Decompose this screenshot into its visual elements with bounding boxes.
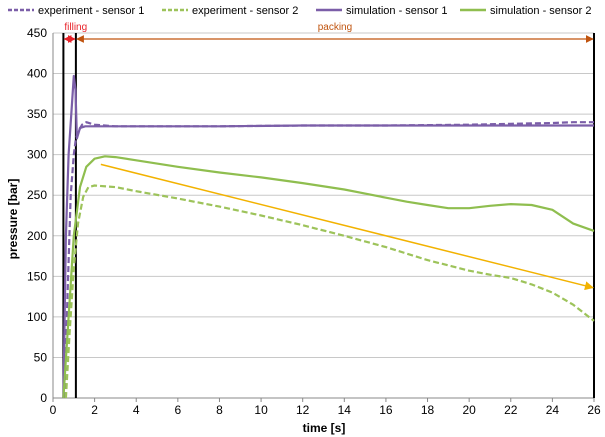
x-tick-label: 2 <box>91 403 98 417</box>
series-group <box>62 74 595 399</box>
x-tick-label: 8 <box>216 403 223 417</box>
y-axis-label: pressure [bar] <box>6 179 20 260</box>
x-tick-label: 0 <box>50 403 57 417</box>
annotations: filling packing <box>62 22 595 398</box>
legend-label: experiment - sensor 2 <box>192 5 298 17</box>
x-tick-label: 10 <box>254 403 268 417</box>
x-tick-label: 18 <box>421 403 435 417</box>
y-tick-label: 350 <box>27 107 47 121</box>
x-tick-label: 12 <box>296 403 310 417</box>
x-tick-label: 20 <box>462 403 476 417</box>
y-tick-label: 450 <box>27 26 47 40</box>
legend: experiment - sensor 1 experiment - sensor… <box>8 5 592 17</box>
x-tick-label: 6 <box>175 403 182 417</box>
legend-label: experiment - sensor 1 <box>38 5 144 17</box>
y-tick-label: 200 <box>27 229 47 243</box>
x-tick-label: 22 <box>504 403 518 417</box>
legend-label: simulation - sensor 1 <box>346 5 448 17</box>
x-tick-label: 14 <box>338 403 352 417</box>
y-tick-label: 250 <box>27 188 47 202</box>
packing-label: packing <box>318 22 352 33</box>
y-tick-label: 100 <box>27 310 47 324</box>
x-tick-label: 4 <box>133 403 140 417</box>
gridlines <box>53 32 594 358</box>
axes <box>52 33 595 402</box>
series-line-1 <box>63 121 594 399</box>
x-axis-label: time [s] <box>303 421 346 435</box>
y-tick-label: 0 <box>40 391 47 405</box>
y-tick-label: 50 <box>34 350 48 364</box>
x-tick-label: 24 <box>546 403 560 417</box>
series-line-2 <box>64 184 595 399</box>
y-tick-label: 400 <box>27 67 47 81</box>
legend-label: simulation - sensor 2 <box>490 5 592 17</box>
series-line-3 <box>62 74 594 399</box>
x-tick-label: 26 <box>587 403 601 417</box>
filling-label: filling <box>64 22 87 33</box>
trend-arrow <box>100 163 594 291</box>
y-tick-label: 300 <box>27 148 47 162</box>
series-line-4 <box>62 155 595 399</box>
x-tick-label: 16 <box>379 403 393 417</box>
y-tick-label: 150 <box>27 269 47 283</box>
